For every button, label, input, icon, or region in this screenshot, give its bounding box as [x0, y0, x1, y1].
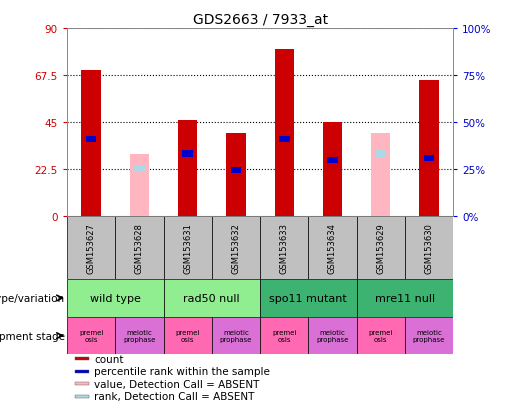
Text: development stage: development stage [0, 331, 64, 341]
Bar [424, 155, 434, 161]
Bar [115, 317, 163, 355]
Text: spo11 mutant: spo11 mutant [269, 293, 347, 303]
Bar [260, 280, 356, 317]
Text: GSM153628: GSM153628 [135, 223, 144, 273]
Text: premei
osis: premei osis [272, 329, 297, 342]
Title: GDS2663 / 7933_at: GDS2663 / 7933_at [193, 12, 328, 26]
Bar [279, 136, 289, 143]
Text: GSM153632: GSM153632 [231, 223, 241, 273]
Text: GSM153629: GSM153629 [376, 223, 385, 273]
Bar [130, 154, 149, 217]
Bar [134, 166, 145, 172]
Text: value, Detection Call = ABSENT: value, Detection Call = ABSENT [94, 379, 260, 389]
Bar [75, 382, 89, 385]
Bar [75, 370, 89, 373]
Text: GSM153630: GSM153630 [424, 223, 434, 273]
Bar [356, 280, 453, 317]
Bar [419, 81, 439, 217]
Bar [231, 168, 241, 174]
Text: mre11 null: mre11 null [375, 293, 435, 303]
Text: premei
osis: premei osis [79, 329, 104, 342]
Text: GSM153634: GSM153634 [328, 223, 337, 273]
Bar [375, 151, 386, 157]
Text: meiotic
prophase: meiotic prophase [123, 329, 156, 342]
Bar [67, 317, 115, 355]
Text: rank, Detection Call = ABSENT: rank, Detection Call = ABSENT [94, 391, 255, 401]
Bar [163, 317, 212, 355]
Bar [226, 133, 246, 217]
Bar [260, 217, 308, 280]
Text: premei
osis: premei osis [369, 329, 393, 342]
Bar [163, 280, 260, 317]
Bar [67, 280, 163, 317]
Text: percentile rank within the sample: percentile rank within the sample [94, 366, 270, 376]
Bar [163, 217, 212, 280]
Bar [182, 151, 193, 157]
Bar [115, 217, 163, 280]
Bar [81, 71, 101, 217]
Text: rad50 null: rad50 null [183, 293, 240, 303]
Bar [67, 217, 115, 280]
Bar [308, 217, 356, 280]
Bar [178, 121, 197, 217]
Bar [356, 317, 405, 355]
Text: GSM153633: GSM153633 [280, 223, 289, 273]
Bar [308, 317, 356, 355]
Bar [405, 217, 453, 280]
Bar [356, 217, 405, 280]
Text: GSM153631: GSM153631 [183, 223, 192, 273]
Bar [323, 123, 342, 217]
Bar [75, 357, 89, 360]
Bar [371, 133, 390, 217]
Text: genotype/variation: genotype/variation [0, 293, 64, 303]
Text: meiotic
prophase: meiotic prophase [316, 329, 349, 342]
Bar [327, 157, 338, 164]
Bar [274, 50, 294, 217]
Bar [75, 395, 89, 398]
Bar [86, 136, 96, 143]
Text: premei
osis: premei osis [176, 329, 200, 342]
Bar [405, 317, 453, 355]
Text: count: count [94, 354, 124, 363]
Text: GSM153627: GSM153627 [87, 223, 96, 273]
Text: meiotic
prophase: meiotic prophase [220, 329, 252, 342]
Text: wild type: wild type [90, 293, 141, 303]
Bar [260, 317, 308, 355]
Text: meiotic
prophase: meiotic prophase [413, 329, 445, 342]
Bar [212, 317, 260, 355]
Bar [212, 217, 260, 280]
